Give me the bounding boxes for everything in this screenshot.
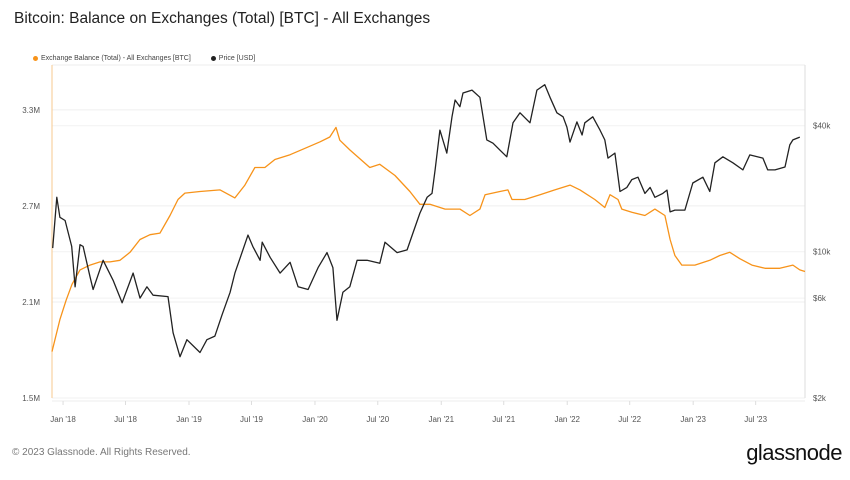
x-tick-label: Jan '19 (176, 415, 202, 424)
y-left-tick-label: 2.7M (22, 202, 40, 211)
y-right-tick-label: $40k (813, 122, 831, 131)
glassnode-logo: glassnode (746, 440, 842, 465)
x-tick-label: Jul '18 (114, 415, 137, 424)
x-tick-label: Jul '19 (240, 415, 263, 424)
y-right-tick-label: $10k (813, 248, 831, 257)
series-lines (51, 84, 806, 358)
gridlines (52, 109, 805, 399)
y-left-tick-label: 2.1M (22, 298, 40, 307)
tick-labels: 1.5M 2.1M 2.7M 3.3M $2k $6k $10k $40k Jan '18 Jul… (22, 106, 831, 424)
price-line (52, 84, 801, 358)
copyright-text: © 2023 Glassnode. All Rights Reserved. (12, 447, 191, 458)
exchange-balance-line (51, 126, 806, 352)
y-left-tick-label: 3.3M (22, 106, 40, 115)
x-tick-label: Jan '22 (554, 415, 580, 424)
legend-item-price[interactable]: Price [USD] (210, 55, 256, 62)
orange-dot-icon (33, 56, 38, 61)
x-tick-label: Jul '20 (366, 415, 389, 424)
black-dot-icon (210, 56, 216, 61)
legend: Exchange Balance (Total) - All Exchanges… (33, 55, 255, 62)
y-right-tick-label: $2k (813, 394, 827, 403)
y-left-tick-label: 1.5M (22, 394, 40, 403)
y-right-tick-label: $6k (813, 294, 827, 303)
chart-title: Bitcoin: Balance on Exchanges (Total) [B… (14, 10, 431, 27)
legend-label: Price [USD] (218, 55, 256, 62)
x-tick-label: Jul '22 (618, 415, 641, 424)
x-tick-label: Jan '21 (428, 415, 454, 424)
x-tick-label: Jul '21 (492, 415, 515, 424)
x-tick-label: Jan '23 (680, 415, 706, 424)
axes (51, 64, 806, 405)
x-tick-label: Jul '23 (744, 415, 767, 424)
x-tick-label: Jan '20 (302, 415, 328, 424)
legend-label: Exchange Balance (Total) - All Exchanges… (41, 55, 191, 62)
x-tick-label: Jan '18 (50, 415, 76, 424)
legend-item-exchange-balance[interactable]: Exchange Balance (Total) - All Exchanges… (33, 55, 191, 62)
